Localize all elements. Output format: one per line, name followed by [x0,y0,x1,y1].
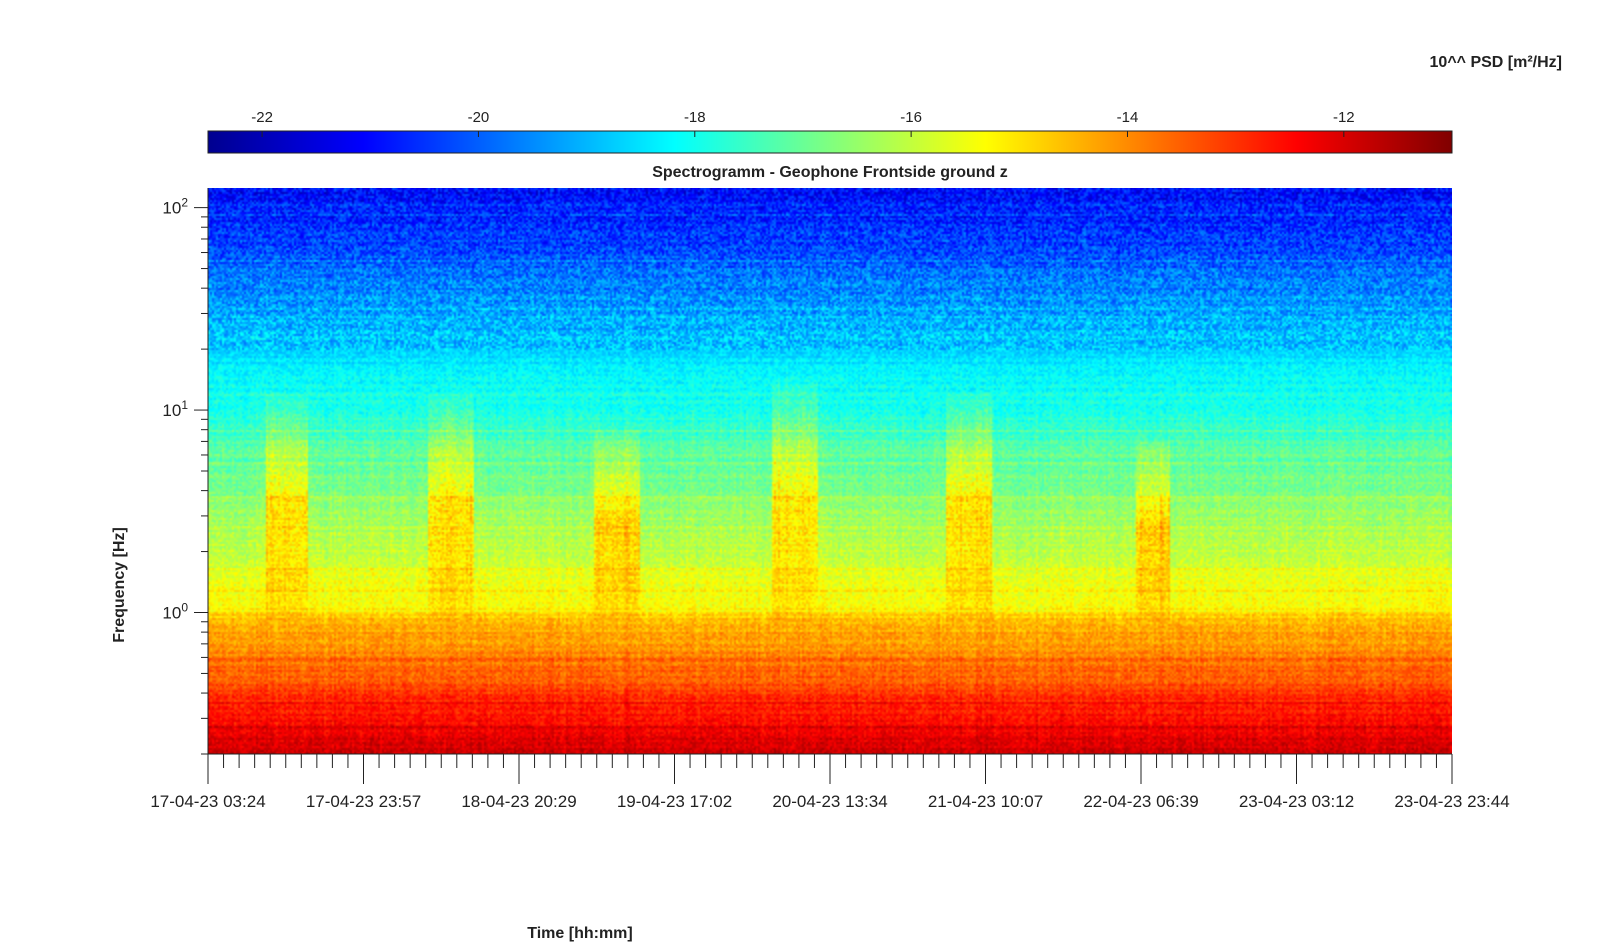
x-tick-label: 20-04-23 13:34 [772,792,887,811]
spectrogram-image-wrap [208,188,1452,754]
y-tick-label: 101 [162,398,188,420]
y-axis-label: Frequency [Hz] [111,527,128,643]
colorbar-tick-label: -18 [684,109,706,126]
colorbar-tick-label: -16 [900,109,922,126]
x-tick-label: 19-04-23 17:02 [617,792,732,811]
chart-title: Spectrogramm - Geophone Frontside ground… [652,164,1008,181]
x-axis-label: Time [hh:mm] [527,925,633,942]
y-tick-label: 100 [162,601,188,623]
colorbar-tick-label: -14 [1117,109,1139,126]
colorbar-label: 10^^ PSD [m²/Hz] [1429,54,1562,71]
y-axis: 100 101 102 [162,188,209,755]
colorbar-ticks: -22 -20 -18 -16 -14 -12 [251,109,1355,137]
x-tick-label: 18-04-23 20:29 [461,792,576,811]
x-tick-label: 23-04-23 23:44 [1394,792,1509,811]
x-tick-label: 22-04-23 06:39 [1083,792,1198,811]
colorbar-tick-label: -22 [251,109,273,126]
y-tick-label: 102 [162,196,188,218]
colorbar-tick-label: -20 [468,109,490,126]
colorbar [207,130,1453,154]
x-tick-label: 21-04-23 10:07 [928,792,1043,811]
x-tick-label: 17-04-23 03:24 [150,792,265,811]
x-axis: 17-04-23 03:24 17-04-23 23:57 18-04-23 20:… [150,753,1510,811]
spectrogram-image [208,188,1452,754]
colorbar-tick-label: -12 [1333,109,1355,126]
x-tick-label: 23-04-23 03:12 [1239,792,1354,811]
x-tick-label: 17-04-23 23:57 [306,792,421,811]
